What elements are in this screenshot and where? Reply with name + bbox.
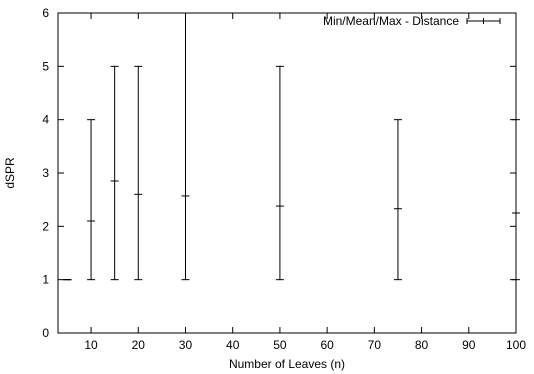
x-axis-label: Number of Leaves (n) (229, 357, 345, 371)
x-tick-label: 20 (132, 338, 146, 352)
y-tick-label: 6 (42, 6, 49, 20)
error-bars (63, 12, 520, 281)
y-tick-label: 1 (42, 273, 49, 287)
error-bar (87, 119, 96, 281)
error-bar (512, 119, 520, 281)
y-tick-label: 4 (42, 113, 49, 127)
x-tick-label: 100 (506, 338, 526, 352)
x-tick-label: 90 (462, 338, 476, 352)
legend-label: Min/Mean/Max - Distance (323, 14, 459, 28)
plot-frame (57, 12, 517, 334)
tick-labels: 0 1 2 3 4 5 6 10 20 30 40 50 60 70 80 90 100 (42, 6, 526, 352)
x-tick-label: 70 (368, 338, 382, 352)
x-tick-label: 10 (84, 338, 98, 352)
axis-ticks (58, 12, 517, 334)
x-tick-label: 30 (179, 338, 193, 352)
y-tick-label: 0 (42, 326, 49, 340)
x-tick-label: 60 (320, 338, 334, 352)
error-bar (110, 65, 119, 281)
error-bar (181, 12, 190, 281)
y-axis-label: dSPR (3, 157, 17, 189)
x-tick-label: 50 (273, 338, 287, 352)
error-bar (275, 65, 284, 281)
error-bar (393, 119, 402, 281)
legend-symbol (466, 18, 501, 24)
y-tick-label: 2 (42, 219, 49, 233)
y-tick-label: 3 (42, 166, 49, 180)
y-tick-label: 5 (42, 59, 49, 73)
error-bar (134, 65, 143, 281)
legend: Min/Mean/Max - Distance (323, 14, 501, 28)
x-tick-label: 80 (415, 338, 429, 352)
x-tick-label: 40 (226, 338, 240, 352)
